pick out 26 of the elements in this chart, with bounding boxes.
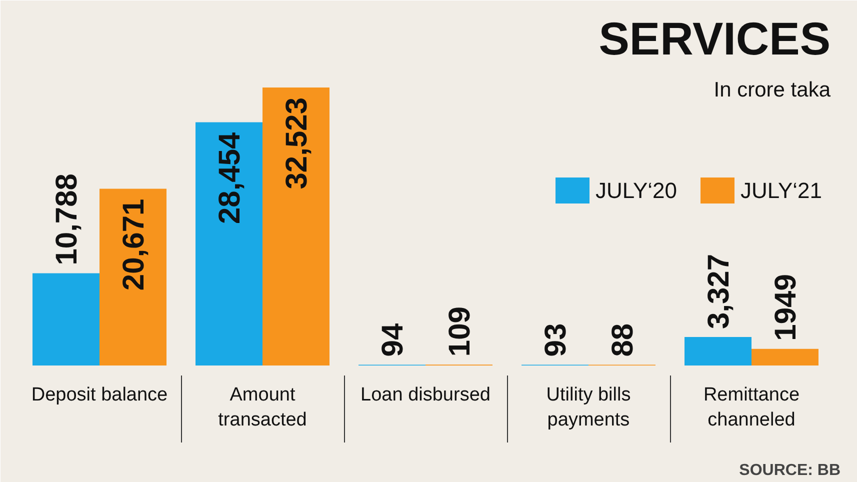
bar xyxy=(196,122,262,366)
x-tick-label: Loan disbursed xyxy=(360,384,490,406)
legend-label: JULY‘20 xyxy=(596,178,678,203)
data-label: 10,788 xyxy=(50,174,84,266)
bar xyxy=(752,348,818,366)
bar xyxy=(100,188,166,366)
data-label: 20,671 xyxy=(118,198,150,291)
source-note: SOURCE: BB xyxy=(739,462,841,479)
data-label: 3,327 xyxy=(702,254,736,330)
data-label: 88 xyxy=(606,323,640,357)
data-label: 32,523 xyxy=(280,97,314,190)
legend-label: JULY‘21 xyxy=(740,178,822,203)
x-tick-label: Remittance channeled xyxy=(703,384,800,431)
chart-subtitle: In crore taka xyxy=(714,78,831,102)
data-label: 94 xyxy=(376,323,410,357)
bar xyxy=(262,88,330,366)
data-label: 28,454 xyxy=(214,132,246,224)
bar xyxy=(684,337,752,366)
data-label: 109 xyxy=(444,306,476,357)
x-tick-label: Deposit balance xyxy=(31,384,168,406)
data-label: 1949 xyxy=(770,274,802,341)
x-tick-label: Utility bills payments xyxy=(546,384,631,431)
chart-title: SERVICES xyxy=(598,12,830,64)
x-tick-label: Amount transacted xyxy=(218,384,307,431)
bar xyxy=(32,273,100,366)
data-label: 93 xyxy=(540,323,572,357)
